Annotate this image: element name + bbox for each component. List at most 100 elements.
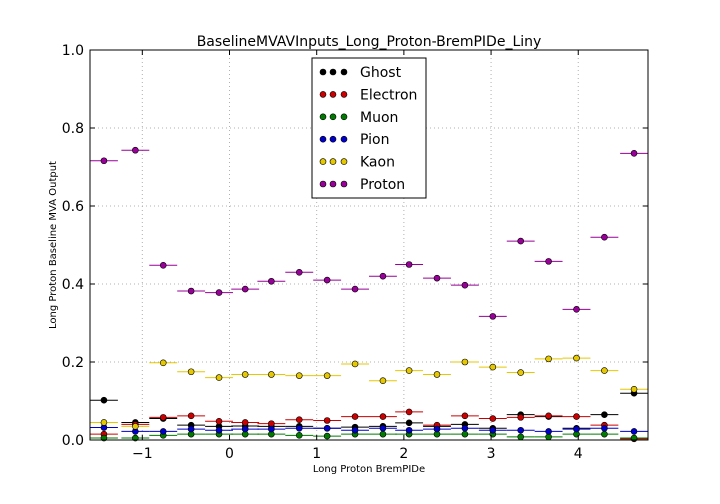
y-tick-label: 0.2 [62, 355, 84, 371]
data-point-ghost [601, 411, 608, 418]
data-point-proton [517, 237, 525, 245]
data-point-proton [405, 261, 413, 268]
series-electron [90, 408, 648, 443]
legend-label-pion: Pion [360, 132, 389, 148]
data-point-kaon [323, 372, 331, 379]
data-point-ghost [405, 419, 413, 427]
legend-box [311, 57, 427, 199]
legend-label-proton: Proton [360, 177, 405, 193]
data-point-pion [351, 426, 359, 434]
data-point-kaon [461, 358, 469, 366]
data-point-pion [405, 426, 413, 434]
x-tick-label: 2 [399, 446, 408, 462]
y-axis-label: Long Proton Baseline MVA Output [48, 161, 59, 329]
data-point-pion [461, 424, 469, 432]
series-proton [90, 146, 648, 320]
data-point-pion [268, 425, 275, 433]
legend-marker-pion [319, 135, 327, 143]
legend-label-ghost: Ghost [360, 65, 402, 81]
data-point-pion [215, 426, 223, 434]
data-point-kaon [405, 367, 413, 374]
data-point-proton [100, 157, 108, 165]
data-point-kaon [351, 360, 359, 368]
legend-marker-ghost [340, 68, 348, 76]
data-point-kaon [187, 368, 195, 376]
data-point-proton [601, 233, 608, 241]
legend-marker-kaon [340, 158, 348, 165]
data-point-proton [215, 289, 223, 296]
y-tick-label: 0.4 [62, 277, 84, 293]
data-point-electron [461, 412, 469, 420]
data-point-proton [187, 287, 195, 295]
legend-label-kaon: Kaon [360, 155, 395, 171]
data-point-kaon [517, 369, 525, 376]
data-point-electron [268, 420, 275, 427]
data-point-electron [295, 416, 303, 424]
data-point-kaon [295, 372, 303, 379]
data-point-pion [433, 425, 441, 433]
plot-frame [89, 49, 649, 441]
x-tick-label: 4 [574, 446, 583, 462]
chart-title: BaselineMVAVInputs_Long_Proton-BremPIDe_… [197, 34, 542, 50]
data-point-kaon [132, 423, 139, 430]
data-point-proton [630, 150, 638, 157]
data-point-proton [379, 272, 387, 280]
data-point-proton [573, 306, 580, 313]
legend-marker-ghost [329, 68, 337, 76]
legend-marker-muon [319, 113, 327, 121]
data-point-pion [545, 428, 552, 435]
x-tick-label: 3 [487, 446, 496, 462]
data-point-kaon [545, 355, 552, 363]
data-point-proton [461, 281, 469, 289]
data-point-muon [601, 430, 608, 438]
data-point-proton [295, 268, 303, 276]
data-point-kaon [159, 359, 167, 367]
data-point-proton [241, 285, 249, 293]
data-point-kaon [241, 371, 249, 378]
data-point-kaon [573, 354, 580, 362]
data-point-proton [323, 276, 331, 284]
series-kaon [90, 354, 648, 430]
x-tick-label: 0 [225, 446, 234, 462]
data-point-electron [187, 412, 195, 420]
data-point-pion [573, 425, 580, 433]
data-point-proton [433, 274, 441, 282]
data-point-electron [159, 414, 167, 421]
data-point-ghost [100, 396, 108, 404]
data-point-electron [405, 408, 413, 416]
data-point-pion [489, 426, 497, 434]
data-point-kaon [215, 374, 223, 381]
data-point-electron [215, 417, 223, 425]
x-tick-label: 1 [312, 446, 321, 462]
legend-marker-proton [329, 180, 337, 188]
data-point-electron [489, 415, 497, 422]
data-point-pion [323, 424, 331, 432]
data-point-kaon [489, 363, 497, 371]
legend: Ghost Electron Muon Pion Kaon Proton [311, 57, 427, 199]
data-point-kaon [100, 419, 108, 426]
data-point-pion [379, 424, 387, 432]
data-point-pion [187, 425, 195, 433]
data-point-electron [351, 413, 359, 420]
data-point-kaon [268, 371, 275, 378]
data-point-kaon [601, 367, 608, 374]
data-point-kaon [630, 385, 638, 393]
y-tick-label: 1.0 [62, 43, 84, 59]
data-point-kaon [433, 371, 441, 378]
data-point-pion [159, 428, 167, 435]
data-point-pion [601, 424, 608, 432]
legend-marker-muon [329, 113, 337, 121]
data-point-muon [517, 433, 525, 441]
data-point-proton [132, 146, 139, 154]
legend-marker-pion [329, 135, 337, 143]
data-point-pion [295, 424, 303, 432]
legend-label-muon: Muon [360, 110, 398, 126]
series-layer [90, 146, 648, 443]
legend-marker-ghost [319, 68, 327, 76]
data-point-proton [545, 258, 552, 265]
data-point-electron [573, 413, 580, 420]
data-point-proton [159, 261, 167, 269]
data-point-proton [489, 313, 497, 320]
legend-marker-electron [340, 91, 348, 98]
data-point-electron [517, 414, 525, 421]
